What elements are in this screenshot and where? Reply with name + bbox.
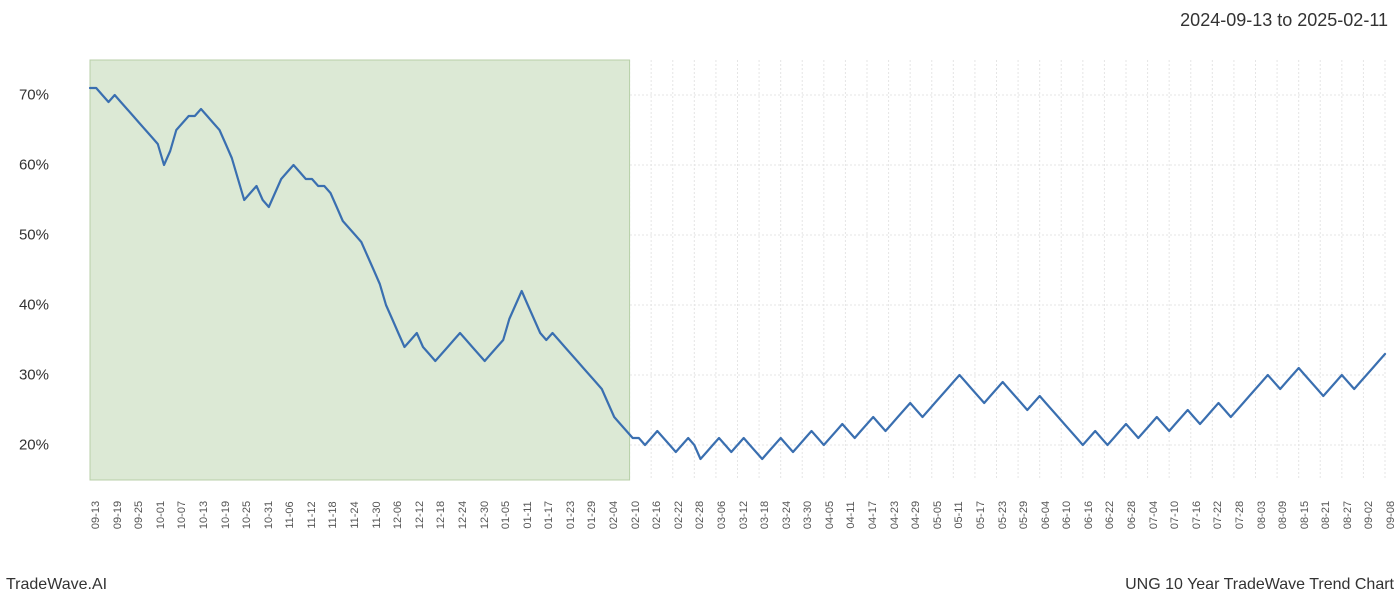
x-tick-label: 03-30 bbox=[802, 501, 814, 529]
x-axis-labels: 09-13 09-19 09-25 10-01 10-07 10-13 10-19 10-25… bbox=[60, 495, 1390, 555]
chart-svg bbox=[60, 50, 1390, 490]
x-tick-label: 02-04 bbox=[608, 501, 620, 529]
x-tick-label: 03-18 bbox=[759, 501, 771, 529]
x-tick-label: 06-10 bbox=[1061, 501, 1073, 529]
date-range-title: 2024-09-13 to 2025-02-11 bbox=[1180, 10, 1388, 31]
x-tick-label: 11-24 bbox=[349, 501, 361, 528]
y-tick-label: 20% bbox=[19, 437, 49, 454]
x-tick-label: 02-10 bbox=[630, 501, 642, 529]
x-tick-label: 07-28 bbox=[1234, 501, 1246, 529]
x-tick-label: 12-24 bbox=[457, 501, 469, 529]
brand-label: TradeWave.AI bbox=[6, 576, 107, 594]
x-tick-label: 09-08 bbox=[1385, 501, 1397, 529]
chart-title: UNG 10 Year TradeWave Trend Chart bbox=[1125, 576, 1394, 594]
x-tick-label: 10-19 bbox=[220, 501, 232, 529]
x-tick-label: 06-28 bbox=[1126, 501, 1138, 529]
y-tick-label: 40% bbox=[19, 297, 49, 314]
x-tick-label: 07-04 bbox=[1148, 501, 1160, 529]
x-tick-label: 01-23 bbox=[565, 501, 577, 529]
x-tick-label: 11-06 bbox=[284, 501, 296, 528]
x-tick-label: 01-17 bbox=[543, 501, 555, 529]
x-tick-label: 01-11 bbox=[522, 501, 534, 528]
y-tick-label: 30% bbox=[19, 367, 49, 384]
x-tick-label: 07-22 bbox=[1212, 501, 1224, 529]
x-tick-label: 05-23 bbox=[997, 501, 1009, 529]
x-tick-label: 09-02 bbox=[1363, 501, 1375, 529]
x-tick-label: 10-13 bbox=[198, 501, 210, 529]
x-tick-label: 05-17 bbox=[975, 501, 987, 529]
y-tick-label: 50% bbox=[19, 227, 49, 244]
x-tick-label: 01-05 bbox=[500, 501, 512, 529]
x-tick-label: 04-05 bbox=[824, 501, 836, 529]
x-tick-label: 08-15 bbox=[1299, 501, 1311, 529]
x-tick-label: 06-16 bbox=[1083, 501, 1095, 529]
y-axis-labels: 20% 30% 40% 50% 60% 70% bbox=[0, 50, 55, 490]
x-tick-label: 12-30 bbox=[479, 501, 491, 529]
y-tick-label: 60% bbox=[19, 157, 49, 174]
x-tick-label: 02-28 bbox=[694, 501, 706, 529]
x-tick-label: 11-30 bbox=[371, 501, 383, 528]
x-tick-label: 09-13 bbox=[90, 501, 102, 529]
x-tick-label: 04-17 bbox=[867, 501, 879, 529]
x-tick-label: 12-06 bbox=[392, 501, 404, 529]
x-tick-label: 08-27 bbox=[1342, 501, 1354, 529]
x-tick-label: 06-04 bbox=[1040, 501, 1052, 529]
chart-area bbox=[60, 50, 1390, 490]
x-tick-label: 08-09 bbox=[1277, 501, 1289, 529]
x-tick-label: 12-18 bbox=[435, 501, 447, 529]
x-tick-label: 02-22 bbox=[673, 501, 685, 529]
x-tick-label: 09-19 bbox=[112, 501, 124, 529]
x-tick-label: 04-29 bbox=[910, 501, 922, 529]
x-tick-label: 04-11 bbox=[845, 501, 857, 528]
x-tick-label: 03-06 bbox=[716, 501, 728, 529]
x-tick-label: 03-24 bbox=[781, 501, 793, 529]
x-tick-label: 05-11 bbox=[953, 501, 965, 528]
x-tick-label: 08-03 bbox=[1256, 501, 1268, 529]
x-tick-label: 06-22 bbox=[1104, 501, 1116, 529]
x-tick-label: 04-23 bbox=[889, 501, 901, 529]
x-tick-label: 05-05 bbox=[932, 501, 944, 529]
x-tick-label: 09-25 bbox=[133, 501, 145, 529]
x-tick-label: 07-10 bbox=[1169, 501, 1181, 529]
x-tick-label: 08-21 bbox=[1320, 501, 1332, 529]
x-tick-label: 03-12 bbox=[738, 501, 750, 529]
x-tick-label: 02-16 bbox=[651, 501, 663, 529]
x-tick-label: 01-29 bbox=[586, 501, 598, 529]
x-tick-label: 05-29 bbox=[1018, 501, 1030, 529]
x-tick-label: 11-12 bbox=[306, 501, 318, 528]
x-tick-label: 10-01 bbox=[155, 501, 167, 529]
x-tick-label: 10-07 bbox=[176, 501, 188, 529]
y-tick-label: 70% bbox=[19, 87, 49, 104]
x-tick-label: 10-31 bbox=[263, 501, 275, 529]
x-tick-label: 12-12 bbox=[414, 501, 426, 529]
x-tick-label: 07-16 bbox=[1191, 501, 1203, 529]
x-tick-label: 10-25 bbox=[241, 501, 253, 529]
x-tick-label: 11-18 bbox=[327, 501, 339, 528]
